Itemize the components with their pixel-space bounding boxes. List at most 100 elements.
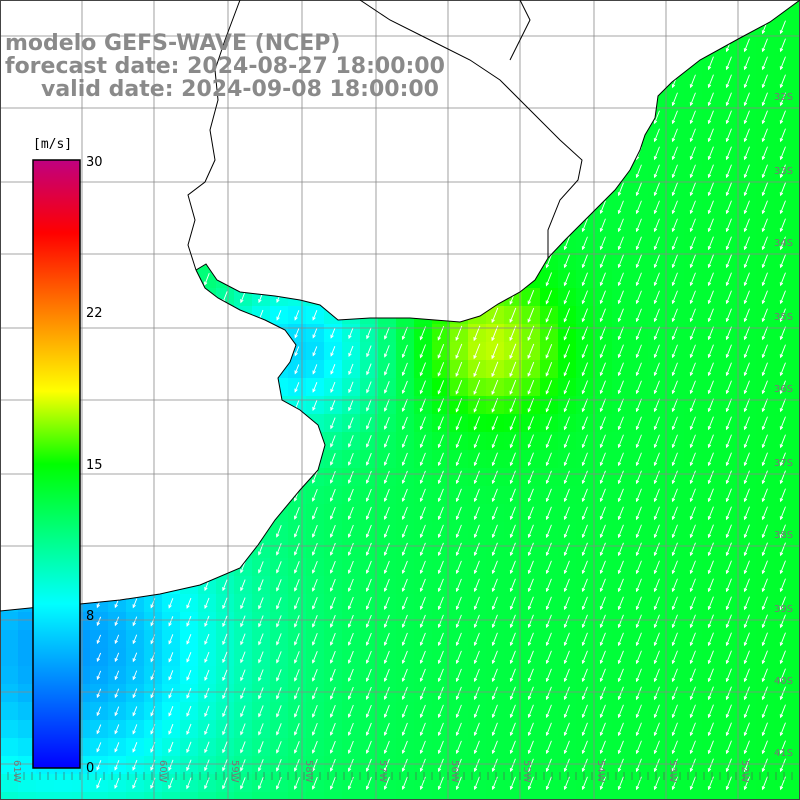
wind-arrow (671, 182, 678, 197)
wind-arrow (545, 452, 552, 467)
wind-arrow (725, 740, 732, 755)
wind-arrow (276, 741, 282, 754)
wind-arrow (707, 326, 714, 341)
wind-arrow (437, 650, 444, 665)
wind-arrow (114, 652, 120, 663)
wind-arrow (599, 686, 606, 701)
wind-arrow (617, 740, 624, 755)
wind-arrow (599, 614, 606, 629)
wind-arrow (473, 740, 480, 755)
wind-arrow (401, 326, 408, 341)
wind-arrow (419, 506, 426, 521)
wind-arrow (383, 614, 390, 629)
wind-arrow (743, 236, 750, 251)
wind-arrow (222, 597, 228, 610)
wind-arrow (725, 722, 732, 737)
wind-arrow (401, 722, 408, 737)
wind-arrow (599, 344, 606, 359)
wind-arrow (347, 524, 354, 538)
wind-arrow (689, 182, 696, 197)
wind-arrow (725, 542, 732, 557)
wind-arrow (527, 776, 534, 791)
wind-arrow (689, 200, 696, 215)
wind-arrow (258, 597, 264, 610)
wind-arrow (743, 290, 750, 305)
wind-arrow (312, 310, 318, 321)
wind-arrow (761, 758, 768, 773)
wind-arrow (653, 416, 660, 431)
wind-arrow (689, 74, 696, 89)
wind-arrow (527, 524, 534, 539)
wind-arrow (383, 542, 390, 557)
wind-arrow (725, 560, 732, 575)
wind-arrow (689, 488, 696, 503)
wind-arrow (96, 634, 102, 645)
wind-arrow (689, 776, 696, 791)
wind-arrow (563, 542, 570, 557)
colorbar-tick-22: 22 (86, 306, 103, 321)
wind-arrow (347, 488, 354, 502)
wind-arrow (779, 182, 786, 197)
wind-arrow (581, 272, 588, 287)
wind-arrow (635, 200, 642, 215)
wind-arrow (671, 92, 678, 107)
wind-arrow (689, 416, 696, 431)
wind-arrow (617, 182, 624, 197)
wind-arrow (761, 38, 768, 53)
wind-arrow (653, 164, 660, 179)
wind-arrow (743, 560, 750, 575)
lon-label: 53W (667, 760, 678, 783)
wind-arrow (617, 272, 624, 287)
border-line (359, 0, 583, 258)
wind-arrow (743, 614, 750, 629)
wind-arrow (617, 362, 624, 377)
wind-arrow (294, 723, 300, 736)
title-forecast-date: forecast date: 2024-08-27 18:00:00 (5, 54, 445, 79)
wind-arrow (509, 758, 516, 773)
wind-arrow (276, 651, 282, 664)
wind-arrow (312, 614, 318, 628)
wind-cell (270, 792, 289, 800)
wind-arrow (509, 361, 517, 378)
wind-cell (792, 378, 800, 397)
wind-arrow (114, 706, 120, 717)
wind-arrow (311, 740, 318, 754)
wind-arrow (509, 434, 516, 449)
wind-arrow (581, 290, 588, 305)
wind-arrow (545, 650, 552, 665)
wind-arrow (329, 776, 336, 790)
wind-arrow (347, 758, 354, 772)
wind-arrow (204, 777, 210, 790)
wind-cell (252, 792, 271, 800)
wind-arrow (276, 723, 282, 736)
wind-arrow (707, 668, 714, 683)
wind-arrow (779, 128, 786, 143)
wind-arrow (455, 614, 462, 629)
wind-arrow (455, 506, 462, 521)
wind-arrow (725, 92, 732, 107)
wind-cell (558, 792, 577, 800)
wind-arrow (455, 542, 462, 557)
wind-arrow (455, 632, 462, 647)
wind-arrow (653, 596, 660, 611)
wind-arrow (258, 561, 264, 574)
title-model: modelo GEFS-WAVE (NCEP) (5, 31, 340, 56)
wind-arrow (222, 669, 228, 682)
wind-arrow (689, 110, 696, 125)
wind-cell (792, 126, 800, 145)
wind-arrow (653, 290, 660, 305)
wind-arrow (329, 740, 336, 754)
wind-arrow (509, 668, 516, 683)
wind-arrow (689, 686, 696, 701)
wind-arrow (581, 542, 588, 557)
wind-arrow (599, 452, 606, 467)
wind-cell (18, 648, 37, 667)
wind-arrow (689, 650, 696, 665)
wind-arrow (240, 291, 246, 304)
wind-arrow (312, 596, 318, 610)
wind-arrow (222, 615, 228, 628)
wind-arrow (599, 416, 606, 431)
wind-arrow (671, 632, 678, 647)
wind-arrow (689, 722, 696, 737)
border-river (187, 0, 241, 271)
